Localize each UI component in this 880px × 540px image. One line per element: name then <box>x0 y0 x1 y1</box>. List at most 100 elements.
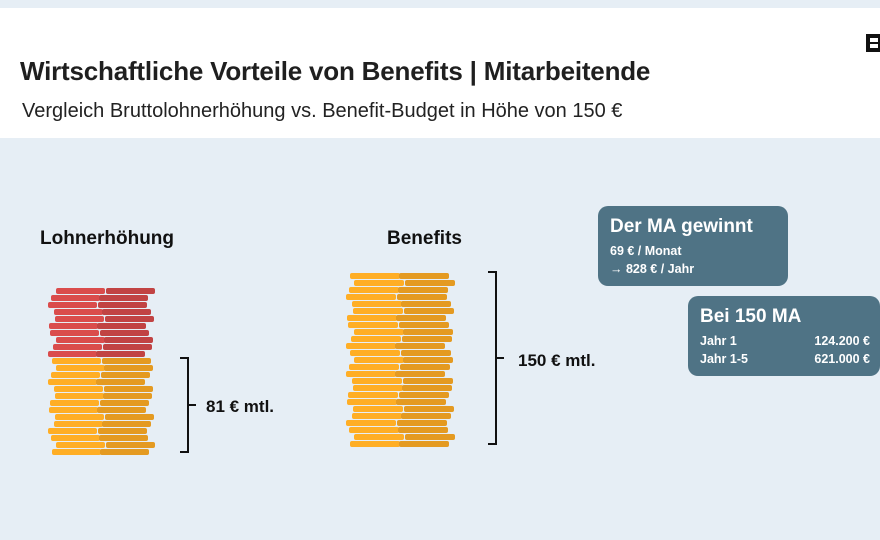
top-strip <box>0 0 880 8</box>
coin <box>98 428 147 434</box>
coin <box>399 392 449 398</box>
benefits-label: Benefits <box>387 228 462 249</box>
coin <box>350 350 400 356</box>
coin <box>405 280 455 286</box>
coin <box>405 434 455 440</box>
coin <box>55 414 104 420</box>
coin <box>51 435 100 441</box>
lohnerhoehung-coin-stack <box>48 288 155 455</box>
coin <box>104 365 153 371</box>
coin <box>350 441 400 447</box>
coin <box>56 442 105 448</box>
coin <box>404 308 454 314</box>
coin <box>354 329 404 335</box>
coin <box>403 378 453 384</box>
coin <box>56 337 105 343</box>
150-ma-card: Bei 150 MA Jahr 1 124.200 € Jahr 1-5 621… <box>688 296 880 376</box>
coin <box>97 323 146 329</box>
coin <box>56 288 105 294</box>
coin <box>349 427 399 433</box>
coin <box>50 400 99 406</box>
coin <box>51 295 100 301</box>
coin <box>99 435 148 441</box>
coin <box>395 343 445 349</box>
coin <box>401 350 451 356</box>
coin <box>398 287 448 293</box>
coin <box>395 371 445 377</box>
coin <box>346 371 396 377</box>
coin <box>403 357 453 363</box>
coin <box>348 322 398 328</box>
coin <box>103 393 152 399</box>
coin <box>48 351 97 357</box>
coin <box>100 330 149 336</box>
coin <box>351 336 401 342</box>
coin <box>397 294 447 300</box>
coin <box>53 344 102 350</box>
lohnerhoehung-amount: 81 € mtl. <box>206 397 275 416</box>
coin <box>48 379 97 385</box>
coin <box>48 428 97 434</box>
coin <box>51 372 100 378</box>
coin <box>100 449 149 455</box>
coin <box>354 280 404 286</box>
150-ma-card-title: Bei 150 MA <box>700 306 802 327</box>
coin <box>54 386 103 392</box>
coin <box>49 323 98 329</box>
coin <box>106 288 155 294</box>
year1-5-label: Jahr 1-5 <box>700 352 748 366</box>
coin <box>398 427 448 433</box>
coin <box>399 273 449 279</box>
coin <box>354 434 404 440</box>
coin <box>397 420 447 426</box>
coin <box>104 337 153 343</box>
coin <box>98 302 147 308</box>
coin <box>401 413 451 419</box>
coin <box>50 330 99 336</box>
coin <box>346 420 396 426</box>
coin <box>105 414 154 420</box>
coin <box>102 309 151 315</box>
coin <box>403 329 453 335</box>
coin <box>349 287 399 293</box>
year1-label: Jahr 1 <box>700 334 737 348</box>
coin <box>105 316 154 322</box>
year1-5-value: 621.000 € <box>814 352 870 366</box>
coin <box>54 421 103 427</box>
coin <box>106 442 155 448</box>
coin <box>354 357 404 363</box>
gain-card-monthly: 69 € / Monat <box>610 244 682 258</box>
gain-card-title: Der MA gewinnt <box>610 216 753 237</box>
coin <box>56 365 105 371</box>
coin <box>102 358 151 364</box>
coin <box>99 295 148 301</box>
coin <box>101 372 150 378</box>
coin <box>350 273 400 279</box>
coin <box>396 315 446 321</box>
coin <box>96 351 145 357</box>
coin <box>349 364 399 370</box>
coin <box>400 364 450 370</box>
coin <box>399 441 449 447</box>
header-panel <box>0 8 880 138</box>
coin <box>97 407 146 413</box>
brand-logo-icon <box>866 34 880 52</box>
left-bracket <box>180 357 196 453</box>
coin <box>346 343 396 349</box>
coin <box>55 316 104 322</box>
gain-card-yearly: → 828 € / Jahr <box>610 262 695 276</box>
coin <box>104 386 153 392</box>
coin <box>103 344 152 350</box>
coin <box>348 392 398 398</box>
year1-value: 124.200 € <box>814 334 870 348</box>
coin <box>404 406 454 412</box>
coin <box>402 336 452 342</box>
page-title: Wirtschaftliche Vorteile von Benefits | … <box>20 56 651 86</box>
benefits-amount: 150 € mtl. <box>518 351 596 370</box>
coin <box>347 399 397 405</box>
coin <box>401 301 451 307</box>
benefits-coin-stack <box>346 273 455 447</box>
gain-card: Der MA gewinnt 69 € / Monat → 828 € / Ja… <box>598 206 788 286</box>
coin <box>52 449 101 455</box>
